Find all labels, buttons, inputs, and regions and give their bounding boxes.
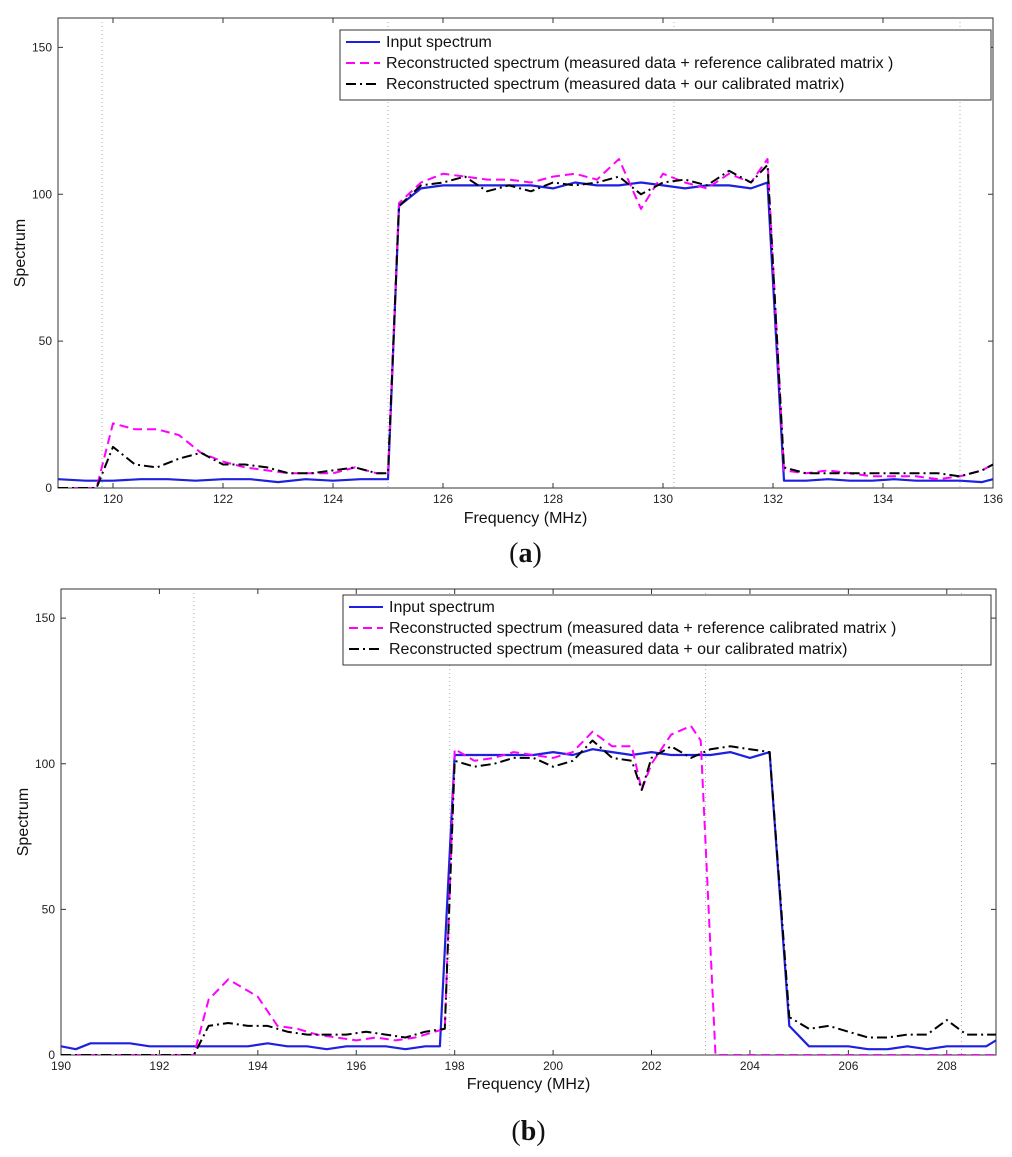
y-tick-label: 0 xyxy=(48,1048,55,1062)
y-tick-label: 150 xyxy=(32,40,52,54)
caption-letter: a xyxy=(519,538,533,569)
legend-box xyxy=(339,29,992,101)
legend-entry-label: Reconstructed spectrum (measured data + … xyxy=(386,76,844,93)
y-tick-label: 50 xyxy=(39,334,53,348)
x-tick-label: 206 xyxy=(838,1059,858,1073)
panel-caption: (a) xyxy=(509,538,542,569)
panel-caption: (b) xyxy=(511,1116,545,1147)
x-tick-label: 136 xyxy=(983,492,1003,506)
y-tick-label: 0 xyxy=(45,481,52,495)
x-tick-label: 208 xyxy=(937,1059,957,1073)
x-tick-label: 198 xyxy=(445,1059,465,1073)
chart-panel-a: 120 122 124 126 128 130 132 134 136 0 50 100 150 Freq… xyxy=(12,17,1003,569)
series-line-solid xyxy=(61,748,996,1051)
legend-entry-label: Reconstructed spectrum (measured data + … xyxy=(386,55,893,72)
x-tick-label: 192 xyxy=(149,1059,169,1073)
series-group xyxy=(58,158,993,488)
x-tick-label: 194 xyxy=(248,1059,268,1073)
x-tick-label: 134 xyxy=(873,492,893,506)
chart-panel-b: 190 192 194 196 198 200 202 204 206 208 0 50 100 150 F… xyxy=(15,588,997,1147)
y-tick-label: 100 xyxy=(35,757,55,771)
caption-open-paren: ( xyxy=(511,1116,520,1147)
series-line-dashdot xyxy=(61,739,996,1055)
legend-entry-label: Reconstructed spectrum (measured data + … xyxy=(389,641,847,658)
legend-entry-label: Input spectrum xyxy=(386,34,492,51)
y-tick-label: 100 xyxy=(32,187,52,201)
x-tick-label: 204 xyxy=(740,1059,760,1073)
legend-entry-label: Input spectrum xyxy=(389,599,495,616)
x-tick-label: 132 xyxy=(763,492,783,506)
plot-area xyxy=(60,588,997,1056)
y-tick-label: 150 xyxy=(35,611,55,625)
x-axis-label: Frequency (MHz) xyxy=(467,1076,591,1093)
x-tick-label: 126 xyxy=(433,492,453,506)
y-axis-label: Spectrum xyxy=(12,219,29,287)
x-tick-label: 200 xyxy=(543,1059,563,1073)
x-tick-label: 120 xyxy=(103,492,123,506)
x-tick-label: 124 xyxy=(323,492,343,506)
x-axis-label: Frequency (MHz) xyxy=(464,510,588,527)
legend: Input spectrum Reconstructed spectrum (me… xyxy=(339,29,992,101)
x-tick-label: 202 xyxy=(642,1059,662,1073)
caption-open-paren: ( xyxy=(509,538,518,569)
caption-close-paren: ) xyxy=(536,1116,545,1147)
legend-entry-label: Reconstructed spectrum (measured data + … xyxy=(389,620,896,637)
x-tick-label: 196 xyxy=(346,1059,366,1073)
x-tick-label: 130 xyxy=(653,492,673,506)
legend-box xyxy=(342,594,992,666)
series-line-solid xyxy=(58,181,993,484)
caption-close-paren: ) xyxy=(533,538,542,569)
series-line-dashed xyxy=(58,158,993,488)
series-line-dashdot xyxy=(58,163,993,488)
x-tick-label: 122 xyxy=(213,492,233,506)
x-tick-label: 190 xyxy=(51,1059,71,1073)
y-axis-label: Spectrum xyxy=(15,788,32,856)
legend: Input spectrum Reconstructed spectrum (me… xyxy=(342,594,992,666)
series-line-dashed xyxy=(61,724,996,1055)
series-group xyxy=(61,724,996,1055)
x-tick-label: 128 xyxy=(543,492,563,506)
y-tick-label: 50 xyxy=(42,902,56,916)
caption-letter: b xyxy=(521,1116,537,1147)
